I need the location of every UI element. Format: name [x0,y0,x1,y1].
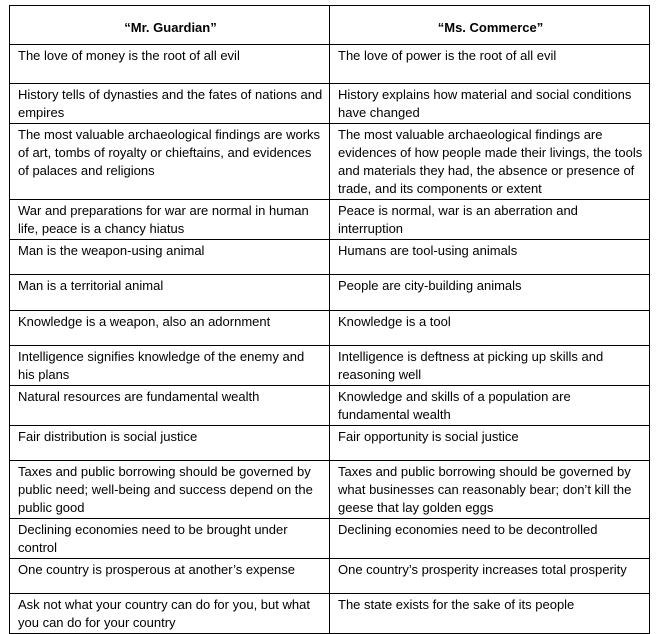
comparison-table-container: “Mr. Guardian” “Ms. Commerce” The love o… [9,5,650,634]
table-row: Knowledge is a weapon, also an adornment… [9,310,650,346]
table-row: Declining economies need to be brought u… [9,518,650,559]
table-row: Man is the weapon-using animal Humans ar… [9,239,650,275]
header-row: “Mr. Guardian” “Ms. Commerce” [9,5,650,45]
commerce-cell: Peace is normal, war is an aberration an… [329,199,650,240]
table-row: Ask not what your country can do for you… [9,593,650,634]
table-row: The most valuable archaeological finding… [9,123,650,200]
guardian-cell: Knowledge is a weapon, also an adornment [9,310,330,346]
guardian-cell: Fair distribution is social justice [9,425,330,461]
guardian-cell: War and preparations for war are normal … [9,199,330,240]
commerce-cell: Fair opportunity is social justice [329,425,650,461]
commerce-cell: The most valuable archaeological finding… [329,123,650,200]
table-row: Intelligence signifies knowledge of the … [9,345,650,386]
table-row: Natural resources are fundamental wealth… [9,385,650,426]
commerce-cell: Declining economies need to be decontrol… [329,518,650,559]
guardian-cell: History tells of dynasties and the fates… [9,83,330,124]
comparison-table: “Mr. Guardian” “Ms. Commerce” The love o… [9,5,650,634]
guardian-cell: Man is a territorial animal [9,274,330,311]
table-row: History tells of dynasties and the fates… [9,83,650,124]
table-row: Fair distribution is social justice Fair… [9,425,650,461]
table-row: Taxes and public borrowing should be gov… [9,460,650,519]
commerce-cell: The state exists for the sake of its peo… [329,593,650,634]
guardian-cell: Declining economies need to be brought u… [9,518,330,559]
commerce-cell: The love of power is the root of all evi… [329,44,650,84]
commerce-cell: Knowledge and skills of a population are… [329,385,650,426]
guardian-cell: Taxes and public borrowing should be gov… [9,460,330,519]
guardian-cell: The most valuable archaeological finding… [9,123,330,200]
table-row: The love of money is the root of all evi… [9,44,650,84]
table-row: Man is a territorial animal People are c… [9,274,650,311]
commerce-cell: Knowledge is a tool [329,310,650,346]
guardian-cell: Ask not what your country can do for you… [9,593,330,634]
commerce-cell: Humans are tool-using animals [329,239,650,275]
guardian-cell: One country is prosperous at another’s e… [9,558,330,594]
guardian-cell: The love of money is the root of all evi… [9,44,330,84]
guardian-cell: Intelligence signifies knowledge of the … [9,345,330,386]
table-row: One country is prosperous at another’s e… [9,558,650,594]
guardian-cell: Man is the weapon-using animal [9,239,330,275]
commerce-cell: People are city-building animals [329,274,650,311]
commerce-cell: Intelligence is deftness at picking up s… [329,345,650,386]
table-row: War and preparations for war are normal … [9,199,650,240]
header-ms-commerce: “Ms. Commerce” [329,5,650,45]
commerce-cell: Taxes and public borrowing should be gov… [329,460,650,519]
commerce-cell: History explains how material and social… [329,83,650,124]
header-mr-guardian: “Mr. Guardian” [9,5,330,45]
guardian-cell: Natural resources are fundamental wealth [9,385,330,426]
commerce-cell: One country’s prosperity increases total… [329,558,650,594]
